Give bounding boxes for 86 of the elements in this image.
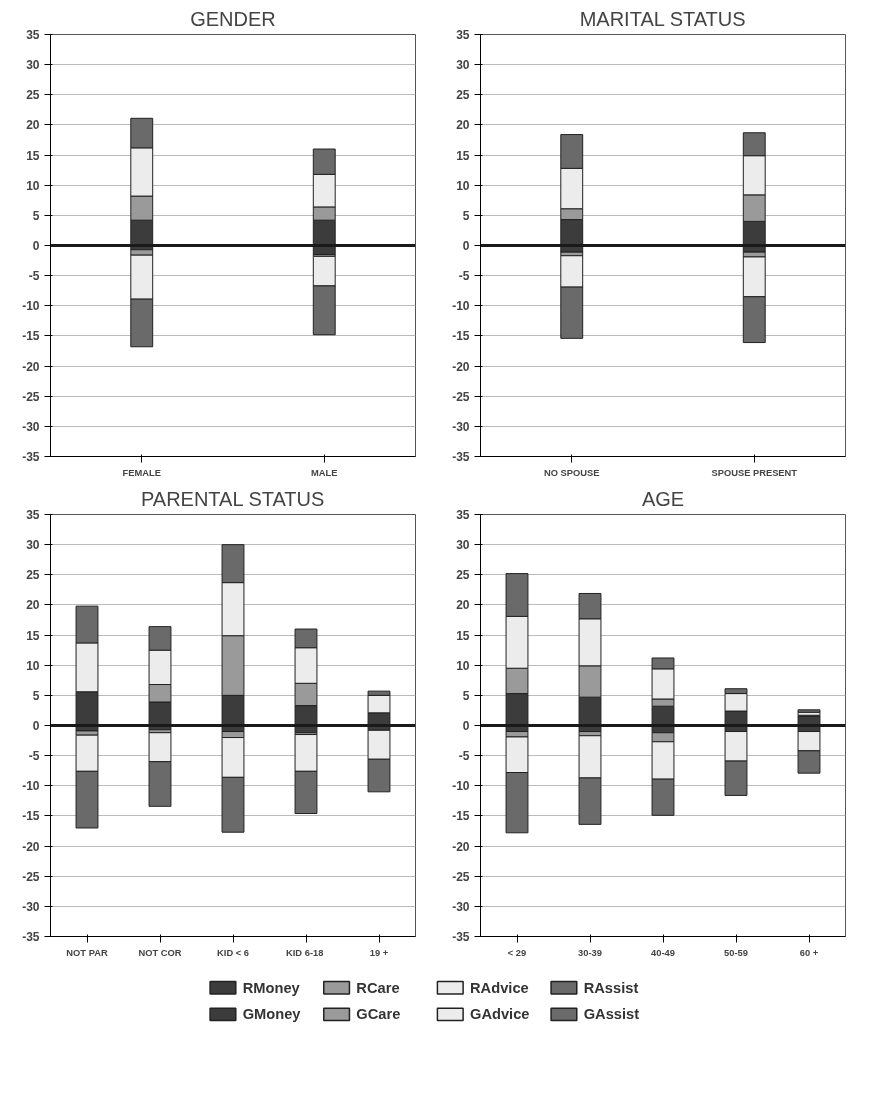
y-tick-label: 35: [26, 28, 40, 42]
y-tick-label: 0: [32, 239, 40, 253]
chart-title: PARENTAL STATUS: [140, 487, 325, 510]
x-tick-label: < 29: [507, 947, 527, 958]
y-tick-label: -15: [22, 329, 40, 344]
y-tick-label: 5: [462, 208, 470, 223]
x-tick-label: SPOUSE PRESENT: [711, 467, 798, 478]
y-tick-label: -10: [22, 779, 40, 794]
legend-label: RMoney: [242, 979, 301, 996]
y-tick-label: -30: [22, 899, 40, 914]
x-tick-label: NOT COR: [138, 947, 182, 958]
y-tick-label: -35: [22, 930, 40, 944]
y-tick-label: -35: [452, 450, 470, 464]
y-tick-label: -15: [452, 329, 470, 344]
y-tick-label: -5: [28, 749, 40, 764]
y-tick-label: 15: [26, 148, 40, 163]
y-tick-label: -15: [452, 809, 470, 824]
y-tick-label: -20: [22, 839, 40, 854]
y-tick-label: 20: [456, 598, 470, 613]
x-tick-label: 30-39: [578, 947, 602, 958]
x-tick-label: 60 +: [799, 947, 819, 958]
x-tick-label: NO SPOUSE: [544, 467, 600, 478]
y-tick-label: 0: [32, 719, 40, 733]
legend-label: GCare: [356, 1006, 401, 1023]
y-tick-label: -25: [22, 389, 40, 404]
x-tick-label: FEMALE: [122, 467, 161, 478]
y-tick-label: -20: [452, 359, 470, 374]
y-tick-label: -30: [22, 419, 40, 434]
y-tick-label: 5: [32, 688, 40, 703]
y-tick-label: 35: [26, 508, 40, 522]
y-tick-label: 35: [456, 508, 470, 522]
y-tick-label: 30: [456, 58, 470, 73]
x-tick-label: MALE: [311, 467, 338, 478]
legend-label: RCare: [356, 979, 400, 996]
legend-label: GMoney: [242, 1006, 302, 1023]
y-tick-label: -30: [452, 899, 470, 914]
legend-label: RAdvice: [470, 979, 529, 996]
y-tick-label: 20: [456, 118, 470, 133]
y-tick-label: -5: [458, 269, 470, 284]
y-tick-label: -25: [452, 869, 470, 884]
y-tick-label: 20: [26, 598, 40, 613]
x-tick-label: 19 +: [369, 947, 389, 958]
y-tick-label: 15: [456, 148, 470, 163]
y-tick-label: 25: [26, 568, 40, 583]
y-tick-label: -10: [452, 299, 470, 314]
y-tick-label: -5: [458, 749, 470, 764]
legend-label: GAssist: [583, 1006, 640, 1023]
legend-label: RAssist: [583, 979, 639, 996]
y-tick-label: 10: [26, 178, 40, 193]
y-tick-label: -25: [22, 869, 40, 884]
y-tick-label: -5: [28, 269, 40, 284]
y-tick-label: 0: [462, 719, 470, 733]
x-tick-label: KID 6-18: [286, 947, 324, 958]
y-tick-label: 25: [26, 88, 40, 103]
x-tick-label: 40-49: [651, 947, 675, 958]
y-tick-label: -10: [452, 779, 470, 794]
y-tick-label: 15: [26, 628, 40, 643]
y-tick-label: -35: [22, 450, 40, 464]
y-tick-label: -30: [452, 419, 470, 434]
y-tick-label: -20: [452, 839, 470, 854]
y-tick-label: 10: [456, 658, 470, 673]
y-tick-label: 30: [456, 538, 470, 553]
y-tick-label: 0: [462, 239, 470, 253]
x-tick-label: 50-59: [724, 947, 748, 958]
y-tick-label: 5: [462, 688, 470, 703]
y-tick-label: 30: [26, 58, 40, 73]
y-tick-label: 35: [456, 28, 470, 42]
chart-title: GENDER: [190, 7, 276, 30]
x-tick-label: KID < 6: [217, 947, 249, 958]
y-tick-label: 25: [456, 568, 470, 583]
y-tick-label: -35: [452, 930, 470, 944]
y-tick-label: -15: [22, 809, 40, 824]
x-tick-label: NOT PAR: [66, 947, 108, 958]
y-tick-label: -20: [22, 359, 40, 374]
chart-title: AGE: [641, 487, 685, 510]
y-tick-label: 5: [32, 208, 40, 223]
chart-title: MARITAL STATUS: [579, 7, 746, 30]
y-tick-label: 10: [26, 658, 40, 673]
y-tick-label: -10: [22, 299, 40, 314]
y-tick-label: 25: [456, 88, 470, 103]
legend-label: GAdvice: [470, 1006, 530, 1023]
y-tick-label: 30: [26, 538, 40, 553]
y-tick-label: 15: [456, 628, 470, 643]
y-tick-label: 20: [26, 118, 40, 133]
y-tick-label: -25: [452, 389, 470, 404]
y-tick-label: 10: [456, 178, 470, 193]
